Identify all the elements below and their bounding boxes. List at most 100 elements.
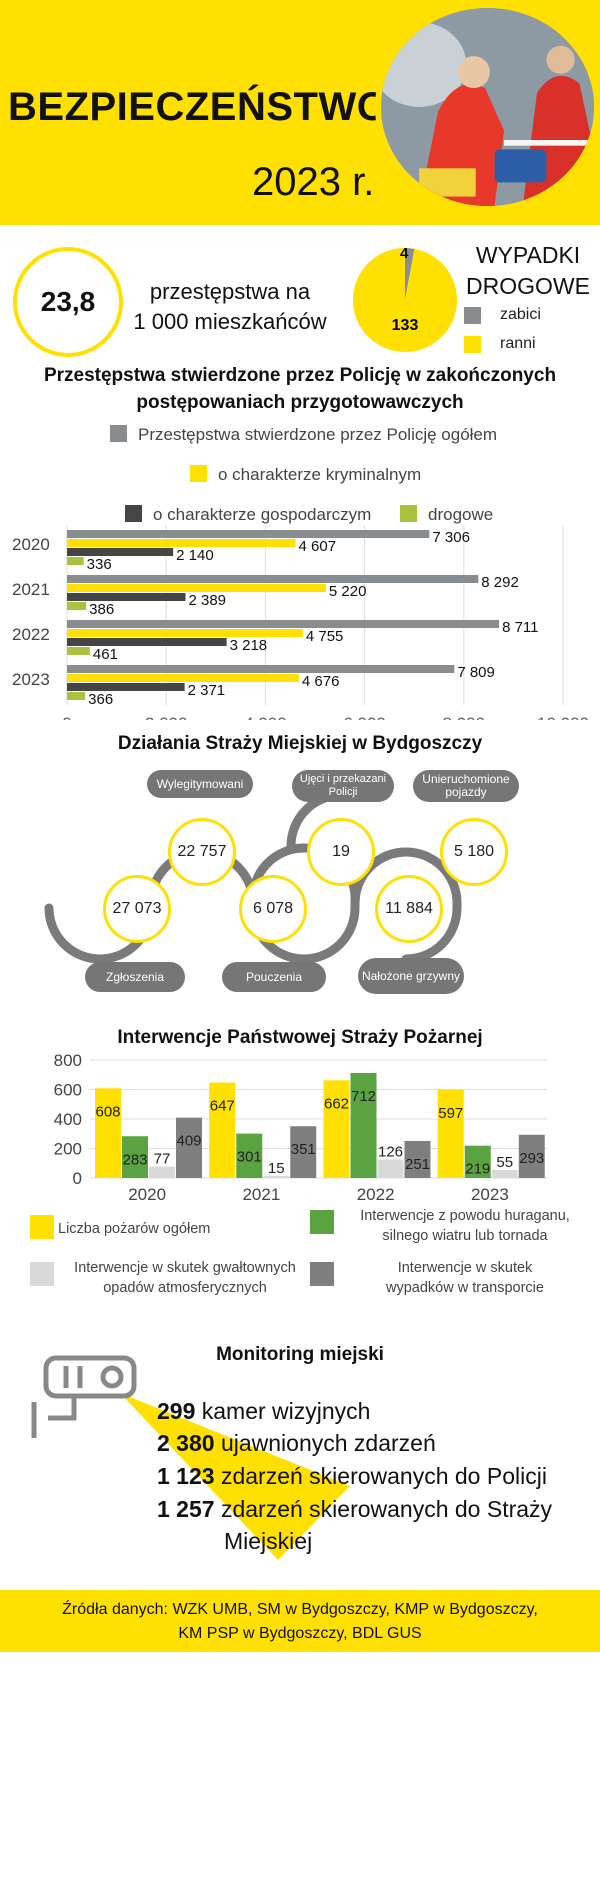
legend-swatch-injured bbox=[464, 336, 481, 353]
pill-unieruchomione: Unieruchomione pojazdy bbox=[413, 770, 519, 802]
police-y-tick: 2022 bbox=[12, 625, 50, 644]
police-chart-title: Przestępstwa stwierdzone przez Policję w… bbox=[0, 362, 600, 416]
police-x-tick: 0 bbox=[62, 714, 71, 720]
fire-value-label: 126 bbox=[378, 1143, 403, 1160]
fire-x-tick: 2020 bbox=[128, 1185, 166, 1204]
fire-legend-label: Interwencje z powodu huraganu, bbox=[360, 1208, 570, 1224]
fire-x-tick: 2023 bbox=[471, 1185, 509, 1204]
crime-rate-line2: 1 000 mieszkańców bbox=[133, 309, 327, 334]
police-bar bbox=[67, 593, 186, 601]
police-bar bbox=[67, 557, 84, 565]
fire-legend-label: Interwencje w skutek gwałtownych bbox=[74, 1260, 296, 1276]
police-value-label: 5 220 bbox=[329, 583, 367, 600]
fire-legend-label: Liczba pożarów ogółem bbox=[58, 1221, 210, 1237]
security-camera-icon bbox=[31, 1355, 137, 1438]
city-guard-title: Działania Straży Miejskiej w Bydgoszczy bbox=[117, 733, 483, 754]
fire-value-label: 251 bbox=[405, 1156, 430, 1173]
fire-y-tick: 200 bbox=[54, 1140, 82, 1159]
fire-bar bbox=[209, 1082, 236, 1178]
monitoring-line-police: 1 123 zdarzeń skierowanych do Policji bbox=[157, 1463, 547, 1490]
monitoring-line-cityguard: 1 257 zdarzeń skierowanych do Straży bbox=[157, 1496, 552, 1523]
crime-rate-line1: przestępstwa na bbox=[149, 279, 311, 304]
fire-y-tick: 600 bbox=[54, 1081, 82, 1100]
police-crimes-bar-chart: Przestępstwa stwierdzone przez Policję o… bbox=[12, 425, 589, 720]
fire-legend-swatch bbox=[30, 1262, 54, 1286]
fire-bar bbox=[464, 1145, 491, 1178]
police-value-label: 4 607 bbox=[299, 538, 337, 555]
police-value-label: 4 755 bbox=[306, 628, 344, 645]
crime-rate-label: przestępstwa na 1 000 mieszkańców bbox=[120, 277, 340, 337]
police-bar bbox=[67, 539, 296, 547]
police-value-label: 386 bbox=[89, 601, 114, 618]
police-value-label: 7 809 bbox=[457, 664, 495, 681]
monitoring-line-cameras: 299 kamer wizyjnych bbox=[157, 1398, 370, 1425]
sources-footer: Źródła danych: WZK UMB, SM w Bydgoszczy,… bbox=[0, 1590, 600, 1652]
fire-value-label: 712 bbox=[351, 1088, 376, 1105]
fire-legend-label: opadów atmosferycznych bbox=[103, 1280, 267, 1296]
fire-bar bbox=[176, 1117, 202, 1178]
stat-unieruchomione: 5 180 bbox=[440, 818, 508, 886]
page-year: 2023 r. bbox=[252, 160, 375, 204]
police-bar bbox=[67, 620, 500, 628]
pill-wylegitymowani: Wylegitymowani bbox=[147, 770, 253, 798]
crime-rate-value: 23,8 bbox=[13, 247, 123, 357]
police-bar bbox=[67, 584, 326, 592]
fire-value-label: 597 bbox=[438, 1105, 463, 1122]
stat-pouczenia: 6 078 bbox=[239, 875, 307, 943]
monitoring-title: Monitoring miejski bbox=[216, 1344, 384, 1365]
fire-bar bbox=[263, 1175, 290, 1178]
pill-pouczenia: Pouczenia bbox=[222, 962, 326, 992]
police-legend-label: o charakterze kryminalnym bbox=[218, 465, 421, 484]
fire-bar bbox=[518, 1134, 545, 1178]
accidents-title: WYPADKI DROGOWE bbox=[458, 240, 598, 302]
fire-value-label: 293 bbox=[519, 1150, 544, 1167]
fire-value-label: 647 bbox=[210, 1098, 235, 1115]
fire-x-tick: 2022 bbox=[357, 1185, 395, 1204]
fire-bar bbox=[236, 1133, 263, 1178]
fire-legend-swatch bbox=[30, 1215, 54, 1239]
police-bar bbox=[67, 530, 430, 538]
monitoring-line-events: 2 380 ujawnionych zdarzeń bbox=[157, 1430, 436, 1457]
police-value-label: 4 676 bbox=[302, 673, 340, 690]
fire-chart-title: Interwencje Państwowej Straży Pożarnej bbox=[117, 1027, 483, 1048]
fire-bar bbox=[437, 1089, 464, 1178]
police-title-line2: postępowaniach przygotowawczych bbox=[136, 392, 464, 413]
police-value-label: 2 389 bbox=[188, 592, 226, 609]
fire-legend-label: Interwencje w skutek bbox=[398, 1260, 533, 1276]
police-legend-label: o charakterze gospodarczym bbox=[153, 505, 371, 524]
police-legend-swatch bbox=[190, 465, 207, 482]
police-y-tick: 2020 bbox=[12, 535, 50, 554]
accidents-title-line2: DROGOWE bbox=[466, 273, 590, 299]
fire-value-label: 15 bbox=[268, 1160, 285, 1177]
police-bar bbox=[67, 602, 87, 610]
police-bar bbox=[67, 575, 479, 583]
legend-label-killed: zabici bbox=[500, 306, 541, 323]
police-x-tick: 4 000 bbox=[244, 714, 287, 720]
monitoring-text: kamer wizyjnych bbox=[201, 1398, 371, 1424]
fire-y-tick: 400 bbox=[54, 1110, 82, 1129]
monitoring-num: 1 123 bbox=[157, 1463, 215, 1489]
fire-legend-swatch bbox=[310, 1262, 334, 1286]
police-value-label: 7 306 bbox=[432, 529, 470, 546]
police-x-tick: 2 000 bbox=[145, 714, 188, 720]
monitoring-line-cityguard-cont: Miejskiej bbox=[224, 1528, 313, 1554]
police-bar bbox=[67, 674, 299, 682]
stat-zgloszenia: 27 073 bbox=[103, 875, 171, 943]
fire-value-label: 409 bbox=[176, 1133, 201, 1150]
stat-wylegitymowani: 22 757 bbox=[168, 818, 236, 886]
pie-label-injured: 133 bbox=[392, 317, 419, 334]
monitoring-num: 299 bbox=[157, 1398, 196, 1424]
fire-legend-label: wypadków w transporcie bbox=[385, 1280, 544, 1296]
page-title: BEZPIECZEŃSTWO bbox=[8, 85, 389, 129]
police-y-tick: 2021 bbox=[12, 580, 50, 599]
monitoring-num: 1 257 bbox=[157, 1496, 215, 1522]
police-legend-label: Przestępstwa stwierdzone przez Policję o… bbox=[138, 425, 497, 444]
monitoring-text: zdarzeń skierowanych do Straży bbox=[220, 1496, 553, 1522]
police-bar bbox=[67, 638, 227, 646]
fire-bar bbox=[149, 1166, 175, 1178]
fire-legend-swatch bbox=[310, 1210, 334, 1234]
fire-y-tick: 0 bbox=[73, 1169, 82, 1188]
police-bar bbox=[67, 683, 185, 691]
fire-interventions-bar-chart: 0 200 400 600 800 2020 608 283 77 409 2021 647 301 15… bbox=[30, 1051, 570, 1296]
monitoring-text: zdarzeń skierowanych do Policji bbox=[220, 1463, 547, 1489]
